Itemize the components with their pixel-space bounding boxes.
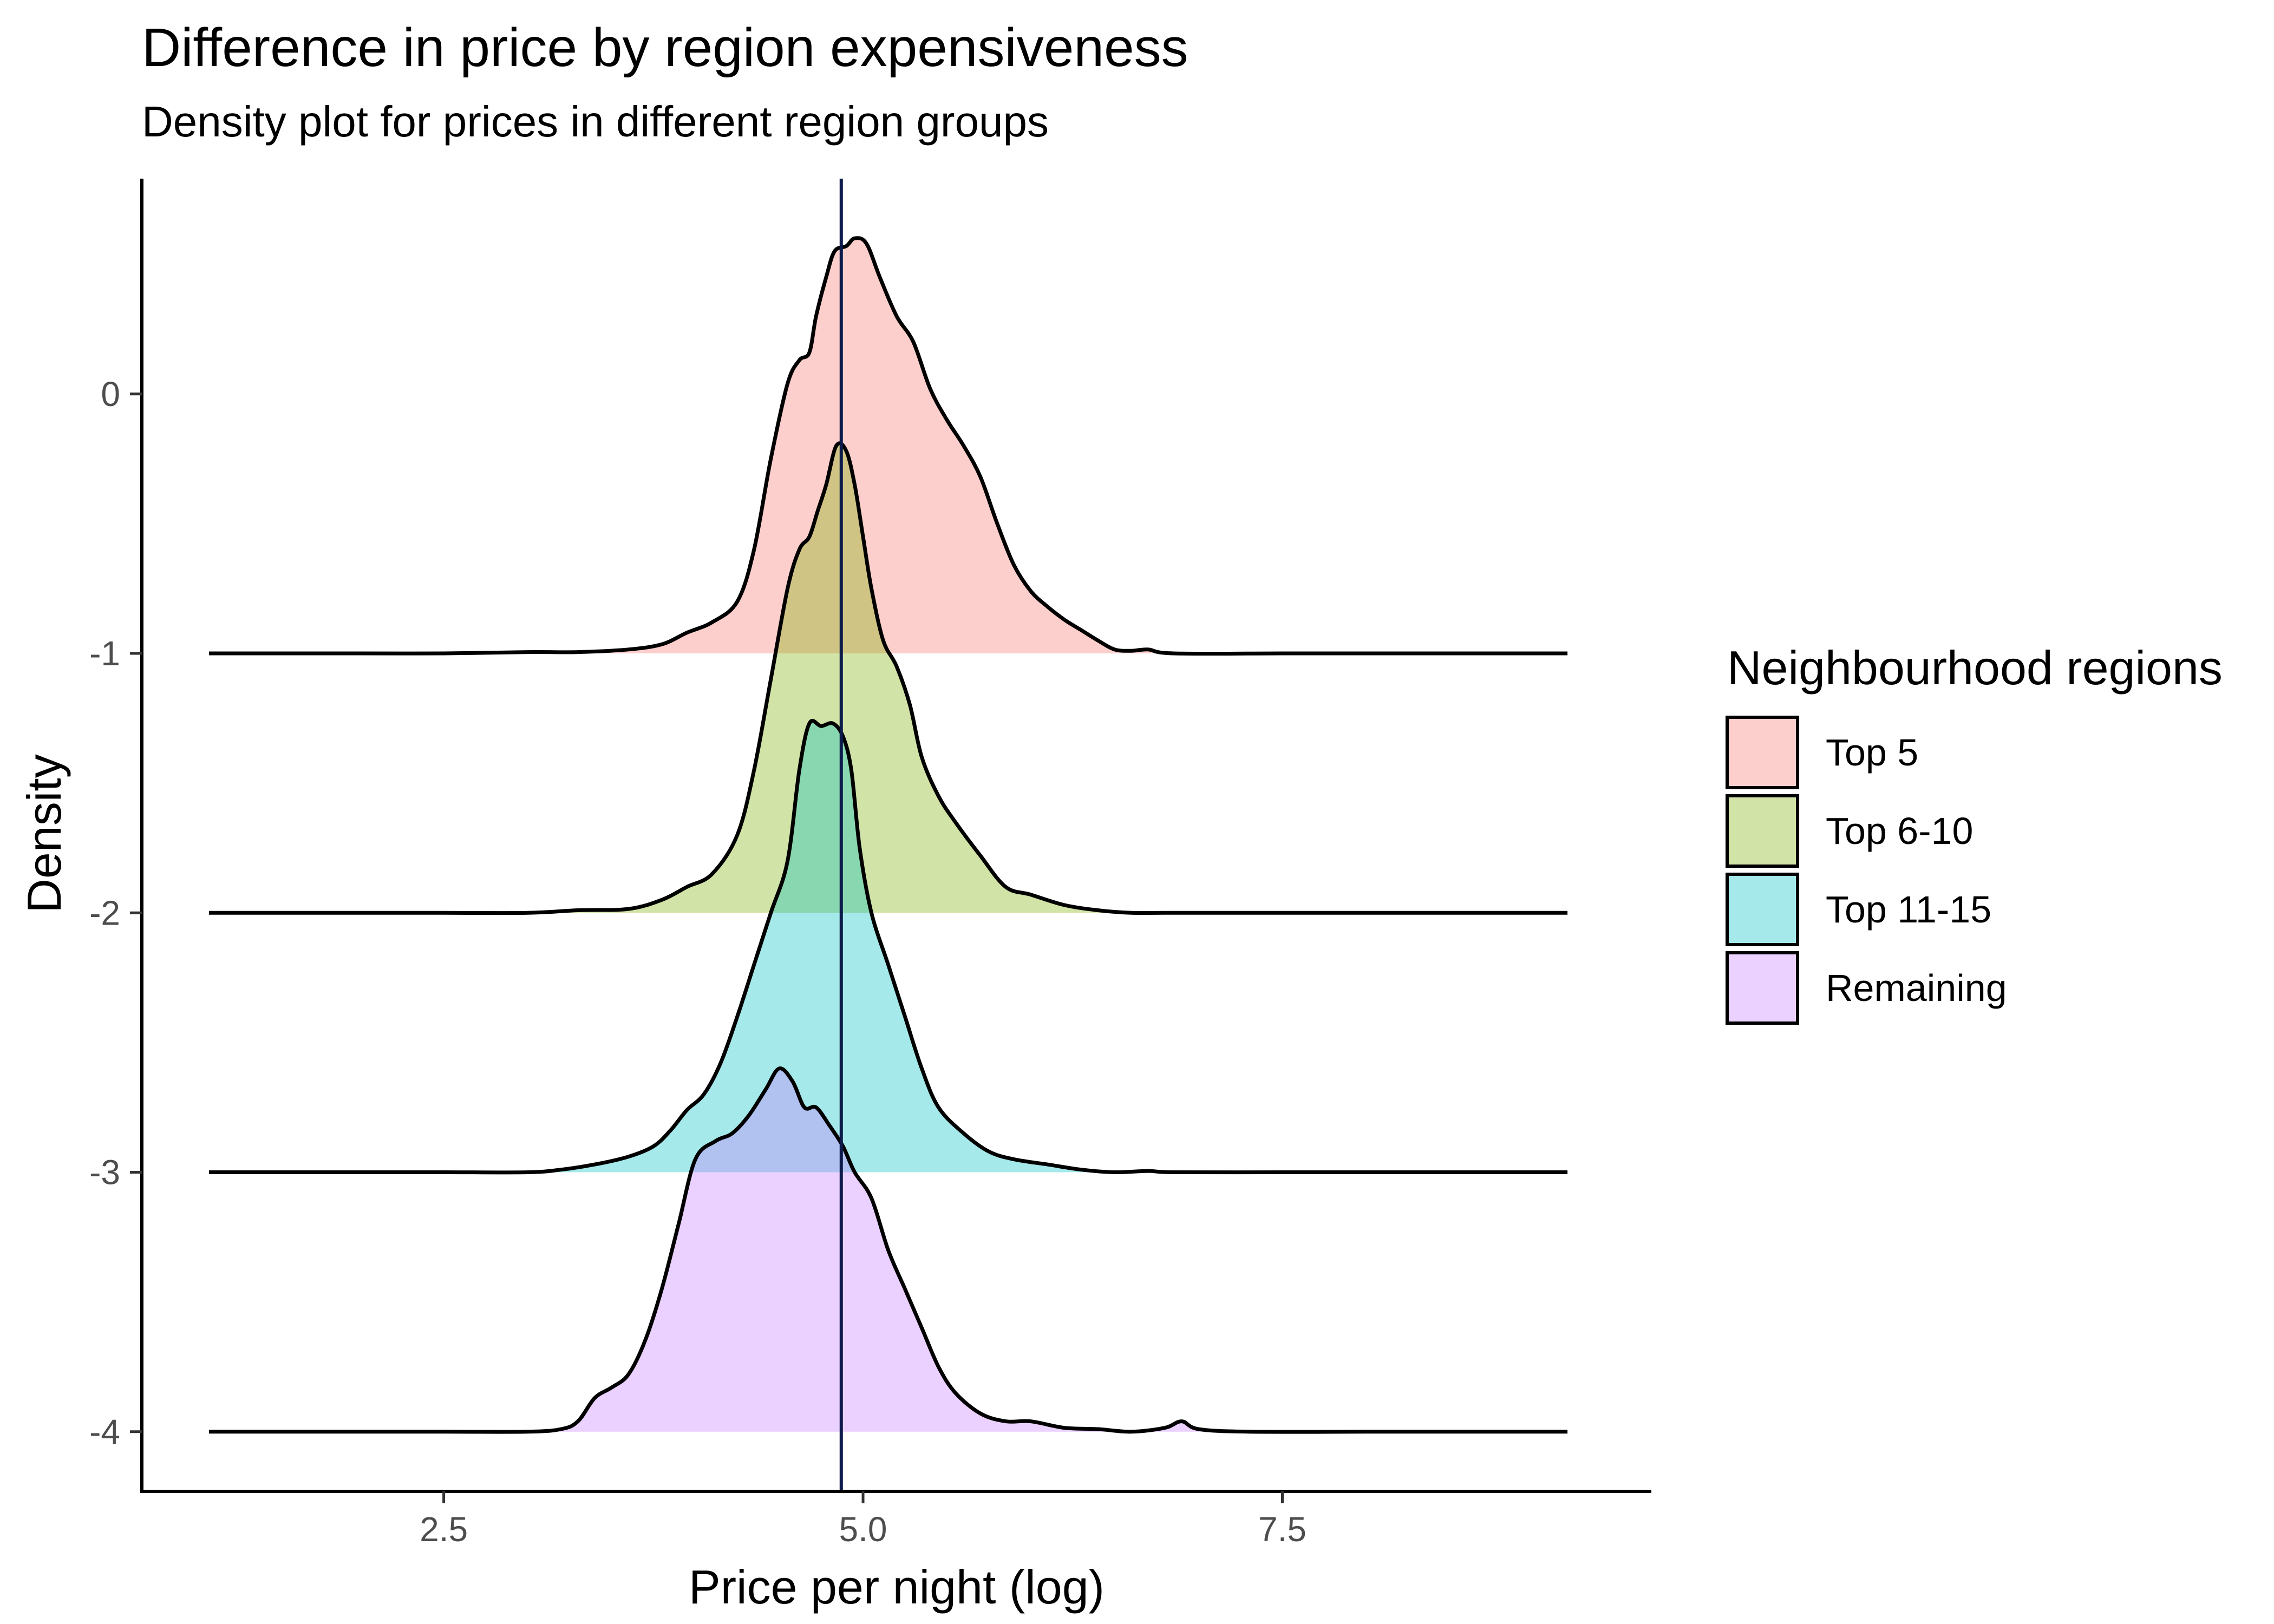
y-tick-label: -3	[89, 1153, 120, 1192]
legend-key-top-6-10	[1726, 794, 1799, 868]
ridge-area-top-6-10	[208, 443, 1568, 913]
y-tick-label: -4	[89, 1412, 120, 1451]
chart-subtitle: Density plot for prices in different reg…	[142, 97, 1049, 146]
y-ticks-group: 0 -1 -2 -3 -4	[89, 375, 142, 1451]
ridge-line-top-11-15	[208, 718, 1568, 1175]
x-tick-label: 5.0	[839, 1510, 887, 1549]
legend-key-remaining	[1726, 951, 1799, 1025]
y-tick-label: -2	[89, 893, 120, 932]
legend-key-top-5	[1726, 716, 1799, 789]
ridge-line-remaining	[208, 1066, 1568, 1434]
legend-items: Top 5 Top 6-10 Top 11-15 Remaining	[1726, 716, 2007, 1025]
x-tick-label: 7.5	[1258, 1510, 1306, 1549]
y-tick-label: 0	[101, 375, 120, 414]
legend-label-remaining: Remaining	[1826, 967, 2007, 1009]
legend-label-top-11-15: Top 11-15	[1826, 888, 1991, 931]
legend-key-top-11-15	[1726, 873, 1799, 946]
legend-key-bg-remaining	[1727, 953, 1798, 1023]
legend-key-bg-top-11-15	[1727, 874, 1798, 945]
x-axis-title: Price per night (log)	[689, 1560, 1105, 1614]
x-ticks-group: 2.5 5.0 7.5	[420, 1491, 1306, 1549]
legend-label-top-6-10: Top 6-10	[1826, 810, 1973, 852]
legend-key-bg-top-6-10	[1727, 796, 1798, 866]
ridge-area-top-5	[208, 238, 1568, 654]
chart-title: Difference in price by region expensiven…	[142, 17, 1188, 78]
legend-label-top-5: Top 5	[1826, 731, 1918, 774]
ridge-area-top-11-15	[208, 721, 1568, 1173]
legend-title: Neighbourhood regions	[1727, 641, 2223, 695]
y-tick-label: -1	[89, 634, 120, 673]
legend: Neighbourhood regions Top 5 Top 6-10 Top 1…	[1726, 641, 2223, 1025]
ridge-line-top-5	[208, 236, 1568, 656]
ridge-line-top-6-10	[208, 441, 1568, 915]
x-tick-label: 2.5	[420, 1510, 468, 1549]
y-axis-title: Density	[17, 754, 71, 913]
legend-key-bg-top-5	[1727, 717, 1798, 788]
ridges-group	[208, 236, 1568, 1434]
